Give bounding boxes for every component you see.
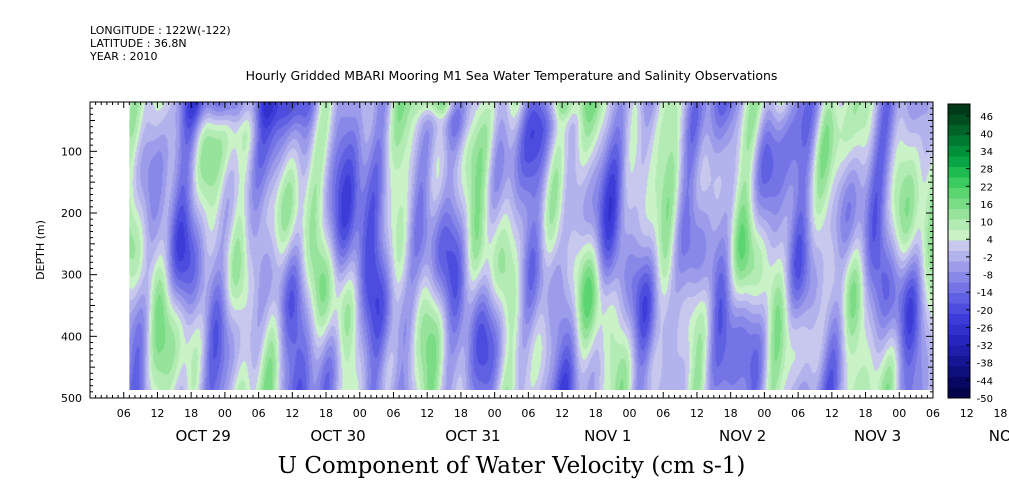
x-hour-tick-label: 06 — [656, 407, 670, 420]
longitude-label: LONGITUDE : 122W(-122) — [90, 24, 231, 37]
y-tick-label: 100 — [61, 145, 82, 158]
colorbar-segment — [948, 314, 970, 325]
colorbar-frame — [947, 103, 971, 399]
colorbar-segment — [948, 114, 970, 126]
colorbar-segment — [948, 303, 970, 315]
x-day-label: NOV 2 — [719, 427, 766, 445]
x-hour-tick-label: 18 — [319, 407, 333, 420]
x-hour-tick-label: 00 — [757, 407, 771, 420]
x-hour-tick-label: 12 — [825, 407, 839, 420]
colorbar-segment — [948, 261, 970, 273]
x-hour-tick-label: 06 — [252, 407, 266, 420]
colorbar-segment — [948, 230, 970, 241]
x-day-label: NOV 4 — [989, 427, 1009, 445]
colorbar-segment — [948, 188, 970, 199]
x-hour-tick-label: 06 — [791, 407, 805, 420]
colorbar-label: -2 — [983, 253, 993, 264]
colorbar-segment — [948, 219, 970, 231]
x-hour-tick-label: 06 — [521, 407, 535, 420]
colorbar-label: -38 — [977, 359, 993, 370]
colorbar-label: -32 — [977, 341, 993, 352]
x-day-label: NOV 3 — [854, 427, 901, 445]
colorbar-segment — [948, 209, 970, 220]
y-tick-label: 200 — [61, 207, 82, 220]
colorbar-label: 28 — [980, 165, 993, 176]
year-label: YEAR : 2010 — [90, 50, 158, 63]
colorbar-segment — [948, 251, 970, 262]
x-day-label: OCT 29 — [176, 427, 231, 445]
colorbar-label: 10 — [980, 218, 993, 229]
colorbar-segment — [948, 335, 970, 346]
x-hour-tick-label: 00 — [488, 407, 502, 420]
colorbar-label: 4 — [987, 235, 993, 246]
colorbar-label: -8 — [983, 271, 993, 282]
colorbar-segment — [948, 387, 970, 399]
colorbar-segment — [948, 366, 970, 378]
x-hour-tick-label: 00 — [892, 407, 906, 420]
colorbar-label: 22 — [980, 182, 993, 193]
x-day-label: OCT 31 — [445, 427, 500, 445]
x-hour-tick-label: 06 — [926, 407, 940, 420]
colorbar-segment — [948, 293, 970, 304]
colorbar-label: -26 — [977, 323, 993, 334]
colorbar-segment — [948, 104, 970, 115]
x-hour-tick-label: 12 — [150, 407, 164, 420]
chart-title: Hourly Gridded MBARI Mooring M1 Sea Wate… — [245, 68, 778, 83]
colorbar-segment — [948, 198, 970, 210]
colorbar-segment — [948, 125, 970, 136]
x-hour-tick-label: 00 — [353, 407, 367, 420]
colorbar-label: -14 — [977, 288, 993, 299]
x-hour-tick-label: 18 — [454, 407, 468, 420]
x-hour-tick-label: 12 — [555, 407, 569, 420]
colorbar-segment — [948, 177, 970, 189]
colorbar-label: -50 — [977, 394, 993, 405]
colorbar-label: 40 — [980, 129, 993, 140]
colorbar-segment — [948, 356, 970, 367]
x-hour-tick-label: 12 — [420, 407, 434, 420]
y-tick-label: 500 — [61, 392, 82, 405]
y-axis-title: DEPTH (m) — [34, 220, 47, 280]
x-hour-tick-label: 18 — [724, 407, 738, 420]
x-day-label: OCT 30 — [310, 427, 365, 445]
colorbar-segment — [948, 272, 970, 283]
x-hour-tick-label: 12 — [960, 407, 974, 420]
colorbar-label: 46 — [980, 112, 993, 123]
x-axis-title: U Component of Water Velocity (cm s-1) — [277, 453, 746, 479]
x-hour-tick-label: 00 — [218, 407, 232, 420]
x-day-label: NOV 1 — [584, 427, 631, 445]
colorbar-segment — [948, 167, 970, 178]
y-tick-label: 400 — [61, 330, 82, 343]
colorbar-label: 34 — [980, 147, 993, 158]
colorbar-segment — [948, 156, 970, 168]
x-hour-tick-label: 18 — [859, 407, 873, 420]
velocity-field — [129, 102, 934, 390]
x-hour-tick-label: 18 — [589, 407, 603, 420]
colorbar-segment — [948, 240, 970, 252]
colorbar-segment — [948, 146, 970, 157]
colorbar-segment — [948, 345, 970, 357]
colorbar-segment — [948, 377, 970, 388]
x-hour-tick-label: 06 — [117, 407, 131, 420]
x-hour-tick-label: 12 — [690, 407, 704, 420]
colorbar-segment — [948, 324, 970, 336]
mooring-metadata: LONGITUDE : 122W(-122) LATITUDE : 36.8N … — [90, 24, 231, 63]
colorbar-segment — [948, 282, 970, 294]
x-hour-tick-label: 18 — [993, 407, 1007, 420]
colorbar-label: -20 — [977, 306, 993, 317]
x-hour-tick-label: 18 — [184, 407, 198, 420]
colorbar-label: 16 — [980, 200, 993, 211]
latitude-label: LATITUDE : 36.8N — [90, 37, 187, 50]
x-hour-tick-label: 06 — [386, 407, 400, 420]
colorbar-label: -44 — [977, 376, 993, 387]
y-tick-label: 300 — [61, 269, 82, 282]
x-hour-tick-label: 12 — [285, 407, 299, 420]
colorbar-segment — [948, 135, 970, 147]
x-hour-tick-label: 00 — [623, 407, 637, 420]
